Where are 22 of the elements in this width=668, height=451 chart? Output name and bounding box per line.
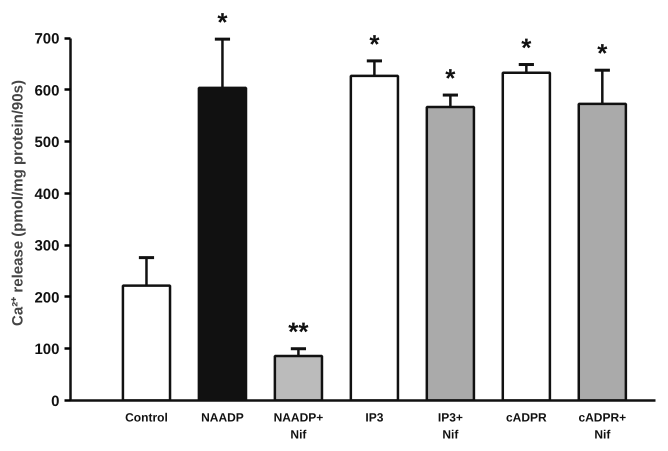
y-tick-label: 600 xyxy=(34,82,60,100)
y-tick-label: 100 xyxy=(34,341,60,358)
y-tick-label: 500 xyxy=(34,134,60,152)
annotation: * xyxy=(521,32,532,63)
x-tick-label: NAADP xyxy=(201,410,244,424)
annotation: * xyxy=(369,28,380,59)
x-tick-label: Control xyxy=(125,410,168,424)
y-axis-title: Ca²⁺ release (pmol/mg protein/90s) xyxy=(9,80,26,326)
x-tick-label: IP3 xyxy=(365,410,384,424)
annotation: * xyxy=(445,63,456,94)
x-tick-label: cADPR xyxy=(506,410,548,424)
y-tick-label: 700 xyxy=(34,30,60,48)
y-tick-label: 0 xyxy=(51,393,60,410)
x-tick-label: cADPR+ Nif xyxy=(578,410,626,442)
y-tick-label: 400 xyxy=(34,186,60,203)
y-tick-label: 300 xyxy=(34,238,60,255)
y-tick-label: 200 xyxy=(34,289,60,306)
x-tick-label: IP3+ Nif xyxy=(438,410,463,442)
x-tick-label: NAADP+ Nif xyxy=(274,410,324,442)
annotation: * xyxy=(217,7,228,38)
annotation: * xyxy=(597,38,608,68)
annotation: ** xyxy=(288,316,310,347)
